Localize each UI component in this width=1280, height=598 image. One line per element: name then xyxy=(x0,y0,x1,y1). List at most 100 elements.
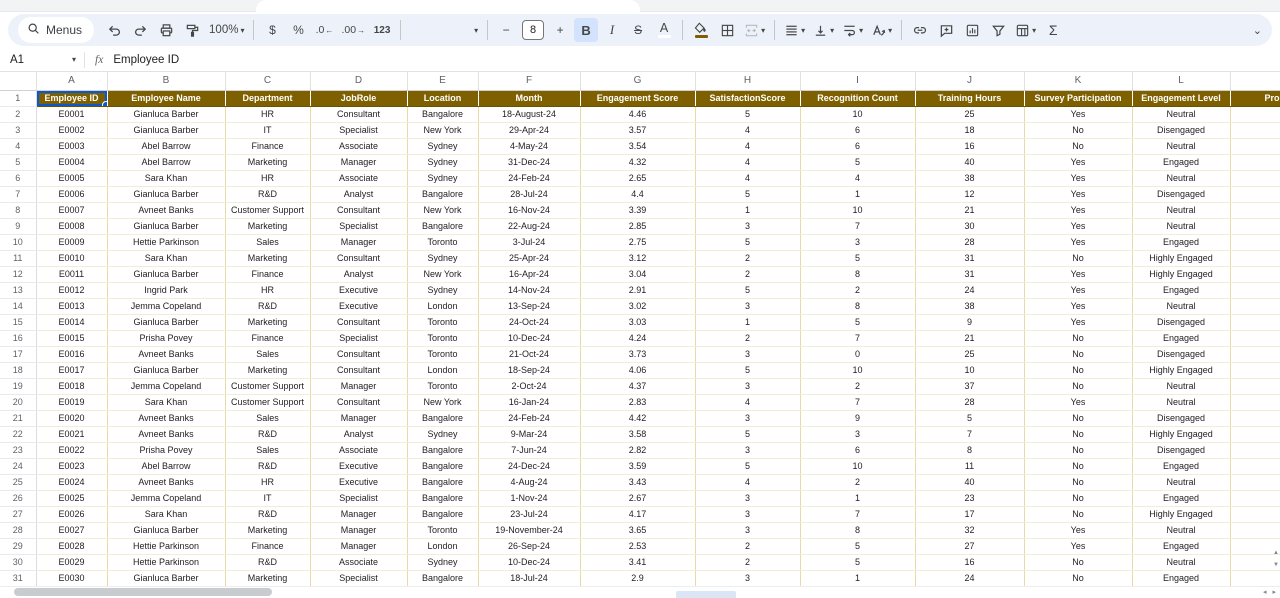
cell[interactable]: 5 xyxy=(800,554,916,571)
cell[interactable]: Ingrid Park xyxy=(107,282,226,299)
cell[interactable]: Associate xyxy=(310,170,408,187)
cell[interactable]: Associate xyxy=(310,442,408,459)
cell[interactable]: 2.91 xyxy=(580,282,696,299)
row-number[interactable]: 18 xyxy=(0,362,37,379)
cell[interactable]: Yes xyxy=(1024,522,1133,539)
cell[interactable]: 3.02 xyxy=(580,298,696,315)
cell[interactable]: E0029 xyxy=(36,554,108,571)
cell[interactable]: Sara Khan xyxy=(107,394,226,411)
cell[interactable] xyxy=(1230,538,1280,555)
fill-color-button[interactable] xyxy=(689,18,713,42)
cell[interactable] xyxy=(1230,218,1280,235)
cell[interactable]: 18-Jul-24 xyxy=(478,570,581,587)
column-header-L[interactable]: L xyxy=(1132,72,1231,91)
cell[interactable]: E0005 xyxy=(36,170,108,187)
cell[interactable]: Bangalore xyxy=(407,186,479,203)
cell[interactable]: 3 xyxy=(695,570,801,587)
cell[interactable]: Abel Barrow xyxy=(107,154,226,171)
cell[interactable]: No xyxy=(1024,250,1133,267)
cell[interactable]: 2.67 xyxy=(580,490,696,507)
cell[interactable]: Jemma Copeland xyxy=(107,490,226,507)
cell[interactable]: 30 xyxy=(915,218,1025,235)
cell[interactable]: 3.57 xyxy=(580,122,696,139)
column-header-I[interactable]: I xyxy=(800,72,916,91)
cell[interactable]: E0010 xyxy=(36,250,108,267)
cell[interactable]: Bangalore xyxy=(407,106,479,123)
cell[interactable]: Disengaged xyxy=(1132,410,1231,427)
cell[interactable]: Specialist xyxy=(310,218,408,235)
cell[interactable]: 4.42 xyxy=(580,410,696,427)
horizontal-scrollbar-track[interactable] xyxy=(0,586,1280,598)
undo-button[interactable] xyxy=(102,18,126,42)
row-number[interactable]: 25 xyxy=(0,474,37,491)
cell[interactable]: Toronto xyxy=(407,378,479,395)
cell[interactable]: No xyxy=(1024,378,1133,395)
cell[interactable]: 4.17 xyxy=(580,506,696,523)
cell[interactable]: R&D xyxy=(225,298,311,315)
cell[interactable]: 2 xyxy=(695,266,801,283)
cell[interactable]: 19-November-24 xyxy=(478,522,581,539)
cell[interactable]: HR xyxy=(225,170,311,187)
cell[interactable]: 3 xyxy=(695,522,801,539)
row-number[interactable]: 8 xyxy=(0,202,37,219)
cell[interactable]: 2.82 xyxy=(580,442,696,459)
cell[interactable]: 10 xyxy=(800,202,916,219)
cell[interactable]: 16-Jan-24 xyxy=(478,394,581,411)
cell[interactable]: Executive xyxy=(310,458,408,475)
cell[interactable]: Yes xyxy=(1024,218,1133,235)
row-number[interactable]: 19 xyxy=(0,378,37,395)
cell[interactable]: E0014 xyxy=(36,314,108,331)
cell[interactable]: 9 xyxy=(915,314,1025,331)
decrease-font-size-button[interactable]: − xyxy=(494,18,518,42)
cell[interactable]: 3.41 xyxy=(580,554,696,571)
cell[interactable]: Neutral xyxy=(1132,218,1231,235)
cell[interactable]: No xyxy=(1024,570,1133,587)
cell[interactable]: E0026 xyxy=(36,506,108,523)
cell[interactable]: 10 xyxy=(800,106,916,123)
cell[interactable]: 5 xyxy=(695,234,801,251)
cell[interactable]: No xyxy=(1024,346,1133,363)
row-number[interactable]: 4 xyxy=(0,138,37,155)
cell[interactable] xyxy=(1230,138,1280,155)
cell[interactable]: Neutral xyxy=(1132,138,1231,155)
row-number[interactable]: 17 xyxy=(0,346,37,363)
cell[interactable]: 6 xyxy=(800,442,916,459)
cell[interactable]: 4.24 xyxy=(580,330,696,347)
cell[interactable]: 4.32 xyxy=(580,154,696,171)
cell[interactable]: 3.65 xyxy=(580,522,696,539)
cell[interactable] xyxy=(1230,106,1280,123)
row-number[interactable]: 26 xyxy=(0,490,37,507)
table-tools-button[interactable]: ▾ xyxy=(1012,18,1039,42)
cell[interactable]: 8 xyxy=(800,522,916,539)
cell[interactable]: Marketing xyxy=(225,522,311,539)
cell[interactable]: Yes xyxy=(1024,298,1133,315)
cell[interactable]: 10 xyxy=(800,458,916,475)
row-number[interactable]: 14 xyxy=(0,298,37,315)
text-color-button[interactable]: A xyxy=(652,18,676,42)
cell[interactable] xyxy=(1230,570,1280,587)
cell[interactable]: 24 xyxy=(915,282,1025,299)
cell[interactable]: 25 xyxy=(915,346,1025,363)
cell[interactable]: 2 xyxy=(695,554,801,571)
cell[interactable] xyxy=(1230,250,1280,267)
cell[interactable] xyxy=(1230,474,1280,491)
column-header-B[interactable]: B xyxy=(107,72,226,91)
cell[interactable]: R&D xyxy=(225,426,311,443)
cell[interactable]: Sales xyxy=(225,442,311,459)
cell[interactable]: E0018 xyxy=(36,378,108,395)
cell[interactable]: Yes xyxy=(1024,202,1133,219)
cell[interactable]: Analyst xyxy=(310,266,408,283)
cell[interactable]: Marketing xyxy=(225,570,311,587)
cell[interactable] xyxy=(1230,506,1280,523)
cell[interactable]: Executive xyxy=(310,282,408,299)
cell[interactable]: Sydney xyxy=(407,282,479,299)
cell[interactable]: 4 xyxy=(695,138,801,155)
cell[interactable]: 5 xyxy=(915,410,1025,427)
cell[interactable]: 21 xyxy=(915,202,1025,219)
cell[interactable]: Yes xyxy=(1024,394,1133,411)
cell[interactable]: E0004 xyxy=(36,154,108,171)
row-number[interactable]: 23 xyxy=(0,442,37,459)
cell[interactable]: Sydney xyxy=(407,554,479,571)
cell[interactable]: 14-Nov-24 xyxy=(478,282,581,299)
cell[interactable]: Specialist xyxy=(310,122,408,139)
